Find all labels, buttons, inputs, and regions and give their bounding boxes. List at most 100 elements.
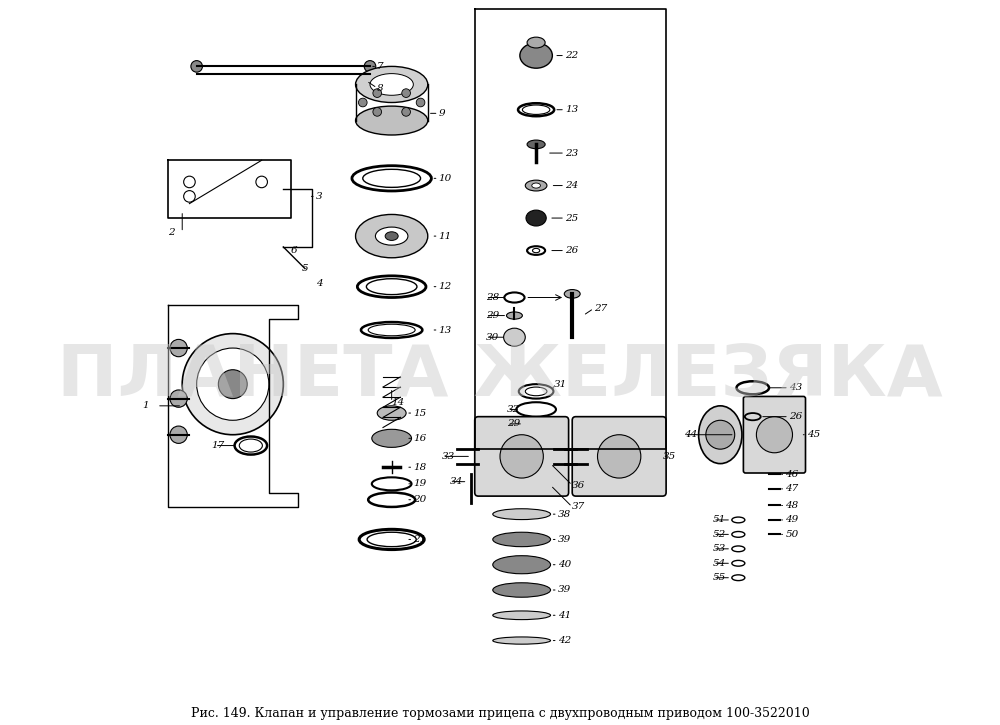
FancyBboxPatch shape [572, 417, 666, 496]
Circle shape [500, 435, 543, 478]
Text: 55: 55 [713, 573, 726, 582]
Circle shape [373, 88, 382, 97]
Circle shape [191, 61, 202, 72]
Text: 49: 49 [785, 515, 799, 524]
Text: 52: 52 [713, 530, 726, 539]
Circle shape [256, 176, 267, 188]
Ellipse shape [493, 611, 551, 620]
Text: 30: 30 [486, 333, 499, 341]
Text: 53: 53 [713, 544, 726, 553]
FancyBboxPatch shape [475, 417, 569, 496]
Text: 32: 32 [507, 405, 520, 414]
Text: 24: 24 [565, 181, 578, 190]
Text: 17: 17 [211, 441, 224, 450]
Text: 27: 27 [594, 304, 607, 312]
Text: 2: 2 [168, 228, 174, 237]
Text: 18: 18 [413, 463, 427, 472]
Circle shape [706, 420, 735, 449]
Text: 1: 1 [143, 402, 149, 410]
Text: 31: 31 [554, 380, 567, 389]
Text: 21: 21 [413, 535, 427, 544]
Circle shape [184, 191, 195, 202]
Text: 50: 50 [785, 530, 799, 539]
Ellipse shape [493, 555, 551, 573]
Text: 4: 4 [316, 278, 322, 288]
Text: 46: 46 [785, 470, 799, 479]
Text: 33: 33 [442, 452, 455, 461]
Text: 7: 7 [377, 62, 384, 71]
Text: 44: 44 [684, 430, 697, 439]
Text: 45: 45 [807, 430, 820, 439]
Text: 42: 42 [558, 636, 571, 645]
Text: 51: 51 [713, 515, 726, 524]
Ellipse shape [493, 509, 551, 520]
Text: 13: 13 [565, 105, 578, 115]
Circle shape [170, 390, 187, 407]
Circle shape [184, 176, 195, 188]
Ellipse shape [372, 429, 412, 447]
Ellipse shape [525, 180, 547, 191]
Circle shape [182, 334, 283, 435]
Circle shape [364, 61, 376, 72]
Circle shape [170, 426, 187, 444]
Text: 11: 11 [439, 231, 452, 241]
Text: 35: 35 [663, 452, 676, 461]
Ellipse shape [377, 406, 406, 420]
Ellipse shape [356, 215, 428, 258]
Text: 38: 38 [558, 510, 571, 518]
Text: 28: 28 [486, 293, 499, 302]
Circle shape [373, 107, 382, 116]
Ellipse shape [356, 106, 428, 135]
Text: 5: 5 [301, 264, 308, 273]
Text: 13: 13 [439, 326, 452, 334]
Text: 26: 26 [565, 246, 578, 255]
Text: 8: 8 [377, 83, 384, 93]
Text: 23: 23 [565, 149, 578, 157]
Ellipse shape [532, 183, 540, 188]
Ellipse shape [375, 227, 408, 245]
Ellipse shape [527, 140, 545, 149]
Ellipse shape [370, 74, 413, 95]
Ellipse shape [493, 637, 551, 645]
Text: 29: 29 [486, 311, 499, 320]
Ellipse shape [493, 532, 551, 547]
Text: 15: 15 [413, 409, 427, 418]
Circle shape [197, 348, 269, 420]
Text: 34: 34 [449, 477, 463, 486]
Text: 3: 3 [316, 192, 322, 201]
Text: ПЛАНЕТА ЖЕЛЕЗЯКА: ПЛАНЕТА ЖЕЛЕЗЯКА [57, 342, 943, 412]
Text: 9: 9 [439, 109, 445, 118]
Circle shape [416, 98, 425, 107]
Text: Рис. 149. Клапан и управление тормозами прицепа с двухпроводным приводом 100-352: Рис. 149. Клапан и управление тормозами … [191, 707, 809, 720]
Text: 25: 25 [565, 214, 578, 223]
Text: 6: 6 [291, 246, 297, 255]
Ellipse shape [520, 43, 552, 68]
Text: 10: 10 [439, 174, 452, 183]
Text: 47: 47 [785, 484, 799, 494]
Text: 14: 14 [392, 398, 405, 407]
Text: 29: 29 [507, 419, 520, 428]
Circle shape [358, 98, 367, 107]
FancyBboxPatch shape [743, 397, 806, 473]
Text: 12: 12 [439, 282, 452, 291]
Text: 26: 26 [789, 413, 802, 421]
Text: 19: 19 [413, 479, 427, 489]
Text: 22: 22 [565, 51, 578, 60]
Ellipse shape [504, 328, 525, 347]
Text: 48: 48 [785, 501, 799, 510]
Text: 43: 43 [789, 384, 802, 392]
Text: 39: 39 [558, 586, 571, 594]
Ellipse shape [385, 232, 398, 241]
Ellipse shape [526, 210, 546, 226]
Text: 40: 40 [558, 560, 571, 569]
Text: 54: 54 [713, 559, 726, 568]
Circle shape [218, 370, 247, 399]
Text: 16: 16 [413, 434, 427, 443]
Ellipse shape [564, 289, 580, 298]
Text: 20: 20 [413, 495, 427, 504]
Ellipse shape [493, 583, 551, 597]
Circle shape [756, 417, 793, 453]
Circle shape [170, 339, 187, 357]
Ellipse shape [699, 406, 742, 463]
Circle shape [402, 88, 410, 97]
